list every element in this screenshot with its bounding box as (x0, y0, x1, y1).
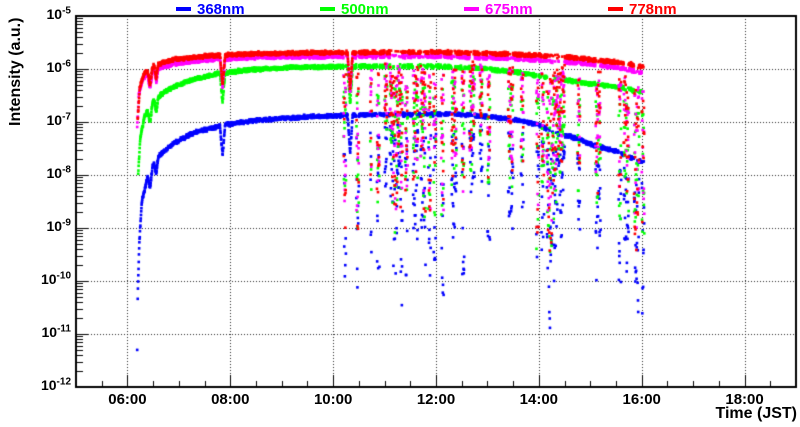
x-tick-label-12:00: 12:00 (416, 391, 456, 408)
x-axis-title: Time (JST) (715, 405, 798, 422)
legend-item-675nm: 675nm (464, 1, 533, 17)
x-tick-label-06:00: 06:00 (108, 391, 147, 408)
legend-label: 778nm (629, 0, 677, 18)
y-tick-label-1e-6: 10-6 (46, 58, 71, 75)
legend-label: 675nm (485, 0, 533, 18)
y-tick-label-1e-12: 10-12 (40, 376, 71, 393)
x-tick-label-08:00: 08:00 (211, 391, 250, 408)
y-tick-label-1e-7: 10-7 (46, 111, 71, 128)
legend-dash-icon (608, 7, 623, 11)
y-tick-label-1e-9: 10-9 (46, 217, 71, 234)
legend-label: 500nm (341, 0, 389, 18)
y-tick-label-1e-10: 10-10 (40, 270, 71, 287)
y-tick-label-1e-8: 10-8 (46, 164, 71, 181)
x-tick-label-14:00: 14:00 (519, 391, 559, 408)
x-tick-label-16:00: 16:00 (622, 391, 661, 408)
y-tick-label-1e-5: 10-5 (46, 5, 71, 22)
legend-dash-icon (176, 7, 191, 11)
legend-item-778nm: 778nm (608, 1, 677, 17)
legend-dash-icon (464, 7, 479, 11)
y-tick-label-1e-11: 10-11 (41, 323, 71, 340)
x-tick-label-10:00: 10:00 (313, 391, 353, 408)
legend-dash-icon (320, 7, 335, 11)
x-tick-label-18:00: 18:00 (725, 391, 764, 408)
legend-label: 368nm (197, 0, 245, 18)
legend-item-500nm: 500nm (320, 1, 389, 17)
legend-item-368nm: 368nm (176, 1, 245, 17)
